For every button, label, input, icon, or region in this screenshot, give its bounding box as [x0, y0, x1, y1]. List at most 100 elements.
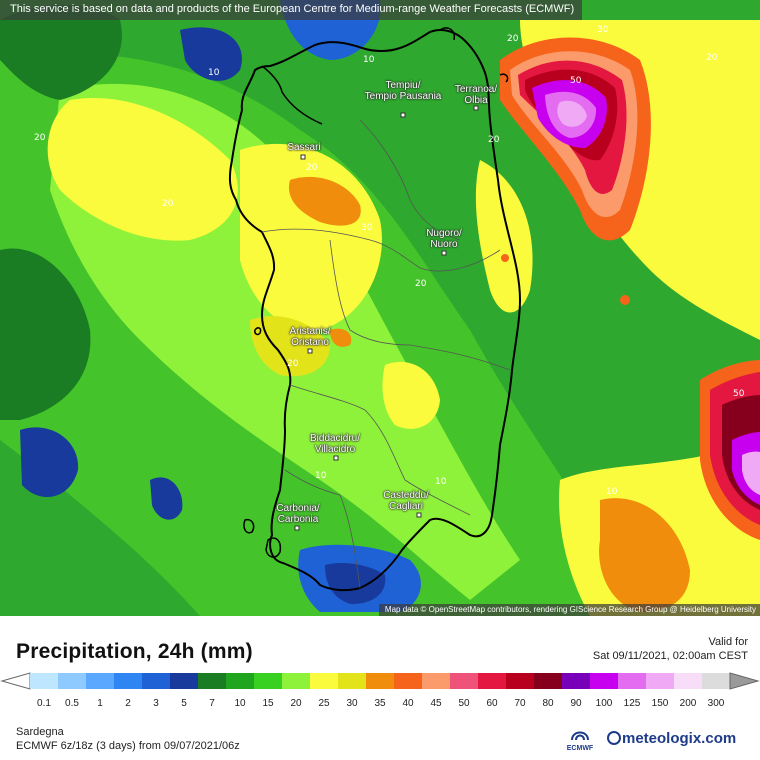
- legend-color-box: [450, 673, 479, 689]
- city-name: Carbonia/: [276, 503, 320, 514]
- field-dark-nw: [0, 5, 122, 100]
- legend-tick-label: 45: [430, 698, 442, 709]
- city-label-tempio[interactable]: Tempiu/ Tempio Pausania: [365, 80, 442, 102]
- legend-color-box: [198, 673, 227, 689]
- city-label-olbia[interactable]: Terranoa/ Olbia: [455, 84, 497, 106]
- valid-time: Sat 09/11/2021, 02:00am CEST: [592, 650, 748, 662]
- map-canvas: 10 10 10 20 20 20 20 20 20 30 30 20 20 5…: [0, 0, 760, 616]
- legend-tick-label: 70: [514, 698, 526, 709]
- coastline-gulf: [261, 65, 323, 125]
- city-subname: Oristano: [291, 337, 329, 348]
- contour-label-15: 10: [435, 477, 447, 487]
- meteologix-globe-icon: [607, 731, 621, 745]
- legend-tick-label: 35: [374, 698, 386, 709]
- island-san-pietro: [243, 518, 255, 534]
- contour-label-11: 30: [597, 25, 609, 35]
- border-2: [329, 239, 511, 371]
- ecmwf-logo[interactable]: ECMWF: [560, 726, 600, 756]
- legend-color-box: [338, 673, 367, 689]
- field-blue-sw: [20, 427, 79, 497]
- city-subname: Villacidro: [314, 444, 356, 455]
- legend-tick-label: 90: [570, 698, 582, 709]
- island-la-maddalena: [439, 27, 456, 41]
- city-subname: Cagliari: [389, 501, 423, 512]
- field-yellow-oristano: [250, 316, 330, 377]
- contour-label-2: 10: [363, 55, 375, 65]
- legend-color-box: [674, 673, 703, 689]
- field-blue-sw2: [150, 477, 183, 520]
- contour-label-12: 20: [507, 34, 519, 44]
- legend-tick-label: 125: [623, 698, 641, 709]
- precipitation-map[interactable]: 10 10 10 20 20 20 20 20 20 30 30 20 20 5…: [0, 0, 760, 616]
- contour-label-14: 50: [733, 389, 745, 399]
- legend-tick-label: 25: [318, 698, 330, 709]
- city-subname: Nuoro: [430, 239, 458, 250]
- field-dot-e1: [620, 295, 630, 305]
- city-subname: Olbia: [464, 95, 488, 106]
- legend-tick-label: 5: [181, 698, 187, 709]
- city-subname: Tempio Pausania: [364, 91, 442, 102]
- city-label-villacidro[interactable]: Biddacidru/ Villacidro: [310, 433, 360, 455]
- city-name: Aristanis/: [289, 326, 331, 337]
- border-5: [284, 469, 361, 589]
- model-run: ECMWF 6z/18z (3 days) from 09/07/2021/06…: [16, 740, 240, 752]
- legend-tick-label: 0.1: [37, 698, 51, 709]
- city-label-nuoro[interactable]: Nugoro/ Nuoro: [426, 228, 462, 250]
- legend-tick-label: 200: [679, 698, 697, 709]
- city-name: Biddacidru/: [309, 433, 361, 444]
- legend-color-box: [254, 673, 283, 689]
- island-tavolara: [499, 73, 509, 83]
- legend-color-box: [282, 673, 311, 689]
- city-marker-carbonia: [294, 525, 300, 531]
- city-marker-tempio: [400, 112, 406, 118]
- legend-color-box: [394, 673, 423, 689]
- field-orange-se: [599, 498, 690, 612]
- meteologix-logo-text: meteologix.com: [622, 730, 737, 747]
- contour-label-16: 10: [606, 487, 618, 497]
- legend-tick-label: 3: [153, 698, 159, 709]
- ecmwf-notice: This service is based on data and produc…: [0, 0, 583, 20]
- city-label-sassari[interactable]: Sassari: [287, 142, 320, 153]
- field-blue-s-core: [325, 563, 386, 605]
- legend-tick-label: 80: [542, 698, 554, 709]
- legend-color-box: [590, 673, 619, 689]
- field-orange-center: [288, 176, 361, 226]
- legend-color-box: [170, 673, 199, 689]
- city-name: Terranoa/: [454, 84, 498, 95]
- legend-tick-label: 50: [458, 698, 470, 709]
- city-name: Casteddu/: [383, 490, 429, 501]
- island-mal-di-ventre: [254, 327, 262, 336]
- meteologix-logo[interactable]: meteologix.com: [607, 730, 736, 747]
- field-dot-e2: [501, 254, 509, 262]
- contour-label-17: 50: [570, 76, 582, 86]
- city-name: Sassari: [287, 142, 321, 153]
- legend-tick-label: 20: [290, 698, 302, 709]
- legend-color-box: [58, 673, 87, 689]
- city-label-oristano[interactable]: Aristanis/ Oristano: [289, 326, 330, 348]
- legend-tick-label: 40: [402, 698, 414, 709]
- legend-tick-label: 10: [234, 698, 246, 709]
- region-name: Sardegna: [16, 726, 64, 738]
- legend-color-box: [86, 673, 115, 689]
- legend-color-box: [226, 673, 255, 689]
- cell-se-150: [742, 451, 760, 495]
- field-dark-w: [0, 248, 91, 420]
- legend-color-box: [30, 673, 59, 689]
- legend-color-box: [702, 673, 731, 689]
- city-name: Nugoro/: [426, 228, 462, 239]
- legend-tick-label: 60: [486, 698, 498, 709]
- city-marker-villacidro: [333, 455, 339, 461]
- legend-color-box: [310, 673, 339, 689]
- legend-tick-label: 100: [595, 698, 613, 709]
- valid-label: Valid for: [708, 636, 748, 648]
- legend-tick-label: 150: [651, 698, 669, 709]
- field-orange-oristano: [330, 328, 352, 347]
- field-blue-n: [180, 27, 242, 81]
- legend-tick-label: 2: [125, 698, 131, 709]
- city-label-cagliari[interactable]: Casteddu/ Cagliari: [383, 490, 429, 512]
- legend-color-box: [562, 673, 591, 689]
- city-marker-cagliari: [416, 512, 422, 518]
- ecmwf-mark-icon: [571, 731, 589, 741]
- city-label-carbonia[interactable]: Carbonia/ Carbonia: [276, 503, 319, 525]
- legend-color-box: [646, 673, 675, 689]
